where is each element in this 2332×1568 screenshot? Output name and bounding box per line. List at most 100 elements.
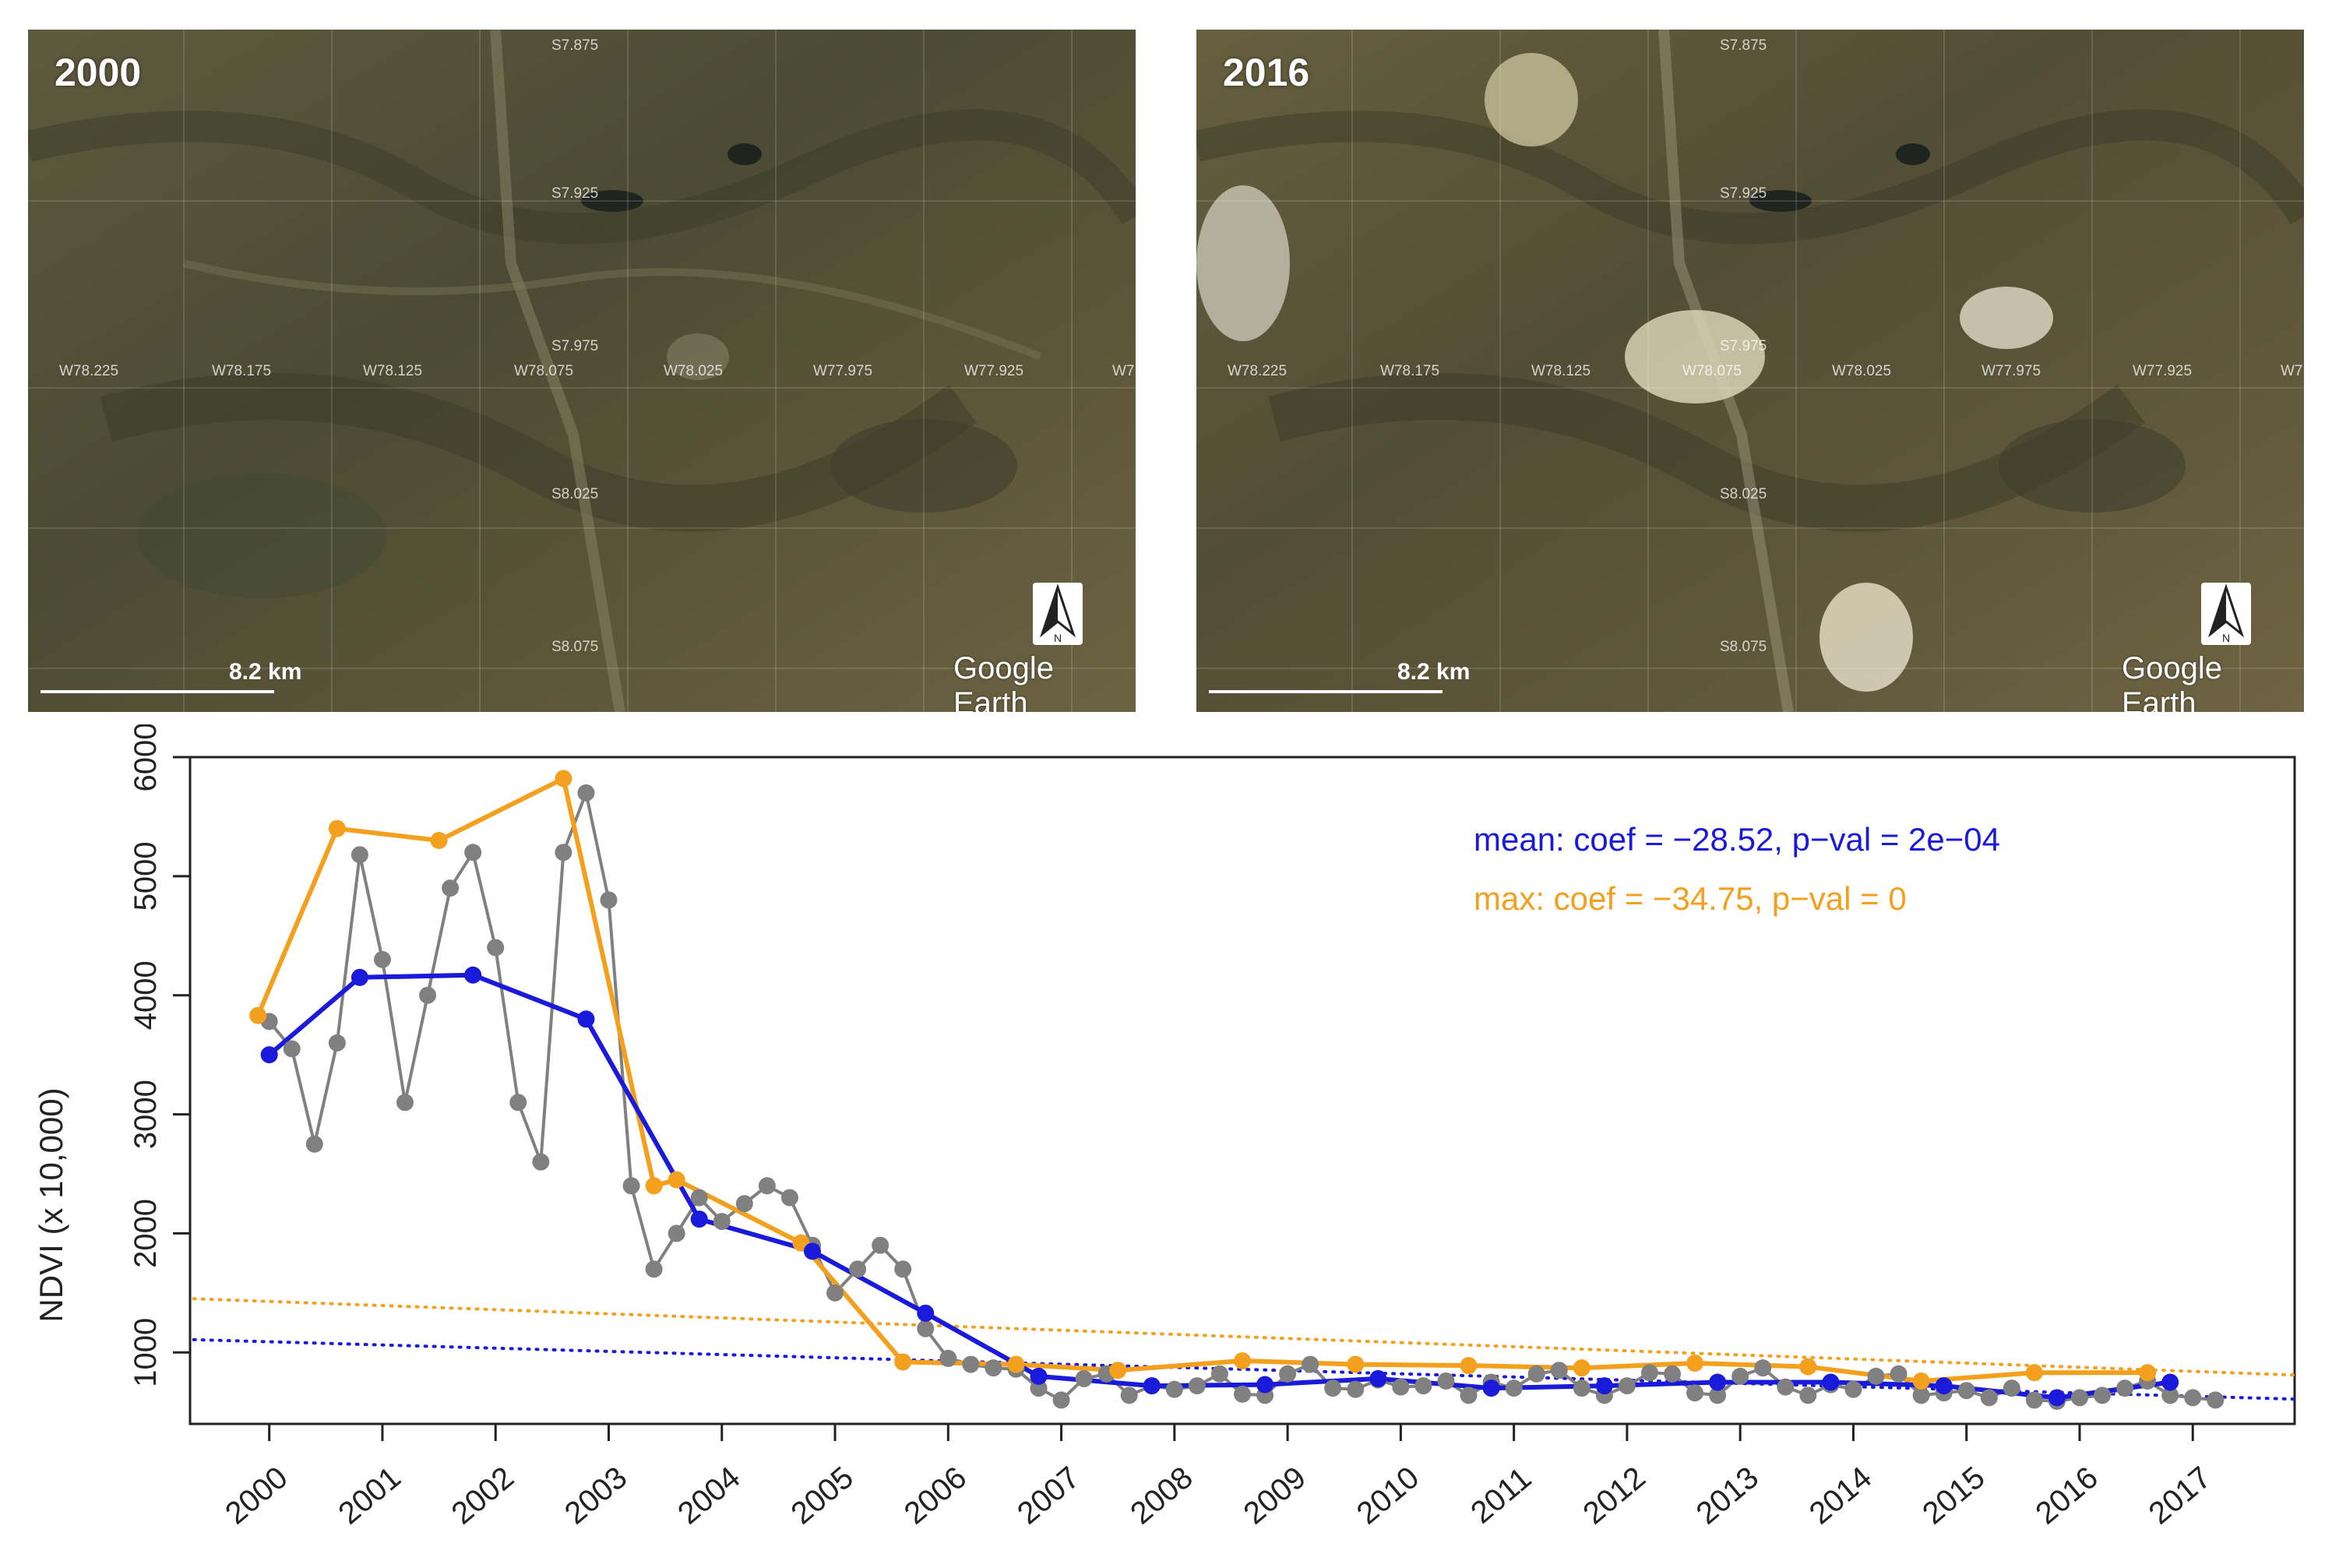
north-arrow-icon: N <box>2201 583 2251 645</box>
data-point-mean <box>803 1242 821 1260</box>
coordinate-label: S7.975 <box>551 338 599 354</box>
terrain-image <box>1196 30 2304 712</box>
data-point-raw <box>2070 1389 2088 1407</box>
x-tick-label: 2017 <box>2143 1461 2218 1531</box>
ndvi-chart: 1000 2000 3000 4000 5000 6000 2000 2001 2002 2003… <box>33 724 2296 1531</box>
data-point-mean <box>577 1010 595 1028</box>
data-point-raw <box>1075 1369 1093 1387</box>
data-point-mean <box>2048 1389 2066 1407</box>
data-point-raw <box>1731 1367 1749 1385</box>
data-point-mean <box>1595 1377 1613 1395</box>
data-point-max <box>2139 1364 2157 1382</box>
data-point-raw <box>1957 1382 1975 1400</box>
data-point-raw <box>1165 1380 1183 1398</box>
data-point-mean <box>1369 1369 1387 1387</box>
y-tick-label: 3000 <box>129 1080 163 1149</box>
data-point-raw <box>1754 1359 1772 1377</box>
satellite-image-2016: 2016 S7.875 S7.925 S7.975 S8.025 S8.075 … <box>1196 30 2304 712</box>
coordinate-label: W77.925 <box>964 363 1024 379</box>
north-letter: N <box>2222 632 2230 644</box>
data-point-raw <box>735 1195 753 1213</box>
coordinate-label: S7.925 <box>1720 185 1767 202</box>
data-point-raw <box>1302 1355 1319 1373</box>
data-point-raw <box>1844 1380 1862 1398</box>
data-point-raw <box>826 1284 844 1302</box>
data-point-raw <box>1686 1384 1704 1402</box>
data-point-raw <box>351 846 368 864</box>
data-point-raw <box>1618 1377 1636 1395</box>
x-tick-label: 2002 <box>446 1461 520 1531</box>
data-point-raw <box>2161 1387 2179 1404</box>
coordinate-label: W77.975 <box>1981 363 2041 379</box>
data-point-raw <box>487 939 505 957</box>
data-point-mean <box>464 966 482 984</box>
data-point-raw <box>1347 1380 1365 1398</box>
data-point-max <box>1573 1359 1590 1377</box>
data-point-mean <box>917 1304 935 1322</box>
data-point-mean <box>1143 1377 1161 1395</box>
data-point-raw <box>1912 1387 1930 1404</box>
data-point-raw <box>1414 1377 1432 1395</box>
data-point-mean <box>1935 1377 1953 1395</box>
data-point-raw <box>713 1213 731 1231</box>
data-point-raw <box>1120 1387 1138 1404</box>
data-point-raw <box>1437 1372 1455 1390</box>
data-point-raw <box>464 844 482 862</box>
data-point-raw <box>2116 1379 2134 1397</box>
coordinate-label: W77.975 <box>813 363 873 379</box>
data-point-raw <box>1890 1365 1908 1383</box>
terrain-image <box>28 30 1136 712</box>
coordinate-label: W78.175 <box>1380 363 1440 379</box>
data-point-raw <box>2207 1391 2225 1409</box>
google-earth-logo: Google Earth <box>953 651 1054 712</box>
data-point-raw <box>373 950 391 968</box>
series-line-raw <box>268 791 2216 1403</box>
data-point-max <box>430 832 448 849</box>
data-point-raw <box>2025 1391 2043 1409</box>
data-point-raw <box>622 1177 640 1195</box>
data-point-raw <box>668 1224 685 1242</box>
scale-bar <box>1209 690 1443 693</box>
data-point-raw <box>1799 1387 1817 1404</box>
data-point-raw <box>1030 1379 1048 1397</box>
data-point-raw <box>1392 1378 1410 1396</box>
data-point-mean <box>1482 1379 1500 1397</box>
x-tick-label: 2001 <box>332 1461 407 1531</box>
data-point-raw <box>917 1320 935 1337</box>
data-point-raw <box>780 1189 798 1207</box>
scale-label: 8.2 km <box>1397 659 1471 685</box>
x-tick-label: 2000 <box>219 1461 294 1531</box>
x-tick-label: 2004 <box>671 1461 746 1531</box>
data-point-raw <box>985 1359 1002 1377</box>
data-point-raw <box>1777 1378 1795 1396</box>
data-point-max <box>1799 1358 1817 1376</box>
data-point-raw <box>894 1260 912 1278</box>
coordinate-label: S7.875 <box>1720 37 1767 54</box>
data-point-max <box>328 819 346 837</box>
data-point-raw <box>1867 1367 1885 1385</box>
coordinate-label: W7 <box>1112 363 1135 379</box>
data-point-raw <box>1527 1365 1545 1383</box>
data-point-max <box>555 770 572 788</box>
y-tick-label: 1000 <box>129 1318 163 1387</box>
data-point-raw <box>1640 1364 1658 1382</box>
data-point-max <box>645 1177 663 1195</box>
data-point-max <box>1347 1355 1365 1373</box>
y-tick-label: 5000 <box>129 841 163 911</box>
y-tick-label: 2000 <box>129 1199 163 1268</box>
data-point-raw <box>1460 1387 1478 1404</box>
data-point-max <box>1234 1351 1251 1369</box>
x-tick-label: 2007 <box>1011 1461 1086 1531</box>
data-point-max <box>894 1353 912 1371</box>
data-point-max <box>1460 1357 1478 1375</box>
image-year-label: 2000 <box>55 51 142 94</box>
data-point-raw <box>2184 1389 2202 1407</box>
coordinate-label: W78.125 <box>1531 363 1591 379</box>
coordinate-label: S7.975 <box>1720 338 1767 354</box>
data-point-raw <box>1664 1365 1682 1383</box>
data-point-raw <box>1188 1377 1206 1395</box>
data-point-raw <box>2003 1379 2020 1397</box>
satellite-image-2000: 2000 S7.875 S7.925 S7.975 S8.025 S8.075 … <box>28 30 1136 712</box>
x-tick-label: 2003 <box>558 1461 633 1531</box>
data-point-raw <box>1550 1362 1568 1379</box>
